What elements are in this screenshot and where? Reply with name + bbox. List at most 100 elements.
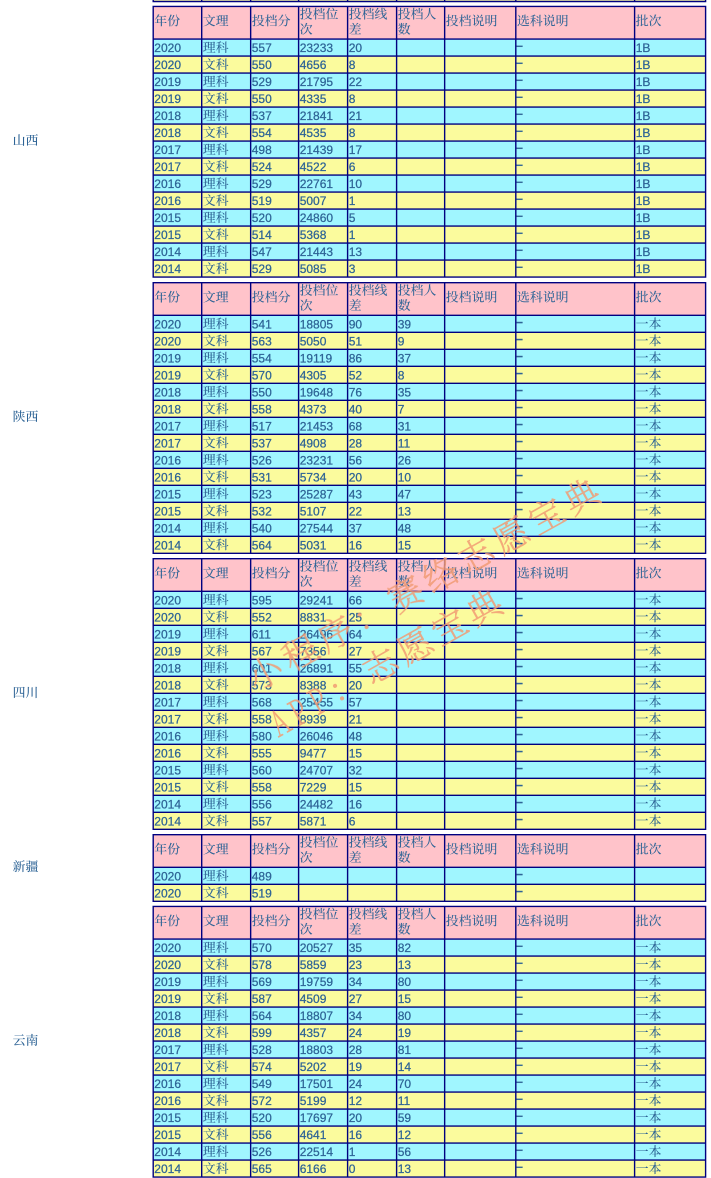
svg-text:7229: 7229 xyxy=(300,780,327,794)
svg-text:2019: 2019 xyxy=(154,975,181,989)
svg-text:1: 1 xyxy=(349,194,356,208)
svg-text:560: 560 xyxy=(252,763,272,777)
svg-text:19: 19 xyxy=(398,1026,412,1040)
svg-text:5734: 5734 xyxy=(300,470,327,484)
svg-text:24: 24 xyxy=(349,1026,363,1040)
svg-text:5050: 5050 xyxy=(300,334,327,348)
svg-text:2017: 2017 xyxy=(154,160,181,174)
svg-text:43: 43 xyxy=(349,487,363,501)
svg-text:25287: 25287 xyxy=(300,487,334,501)
svg-text:567: 567 xyxy=(252,644,272,658)
svg-text:4335: 4335 xyxy=(300,92,327,106)
svg-text:2020: 2020 xyxy=(154,958,181,972)
svg-text:2016: 2016 xyxy=(154,194,181,208)
svg-text:9: 9 xyxy=(398,334,405,348)
svg-text:66: 66 xyxy=(349,593,363,607)
svg-text:2017: 2017 xyxy=(154,695,181,709)
svg-text:80: 80 xyxy=(398,1009,412,1023)
svg-text:2016: 2016 xyxy=(154,453,181,467)
svg-text:2019: 2019 xyxy=(154,368,181,382)
svg-text:532: 532 xyxy=(252,504,272,518)
svg-text:549: 549 xyxy=(252,1077,272,1091)
svg-text:2016: 2016 xyxy=(154,470,181,484)
svg-text:8939: 8939 xyxy=(300,712,327,726)
svg-text:4908: 4908 xyxy=(300,436,327,450)
svg-text:514: 514 xyxy=(252,228,272,242)
svg-text:11: 11 xyxy=(398,436,411,450)
svg-text:523: 523 xyxy=(252,487,272,501)
svg-text:27544: 27544 xyxy=(300,521,334,535)
svg-text:8388: 8388 xyxy=(300,678,327,692)
svg-text:4305: 4305 xyxy=(300,368,327,382)
svg-text:13: 13 xyxy=(349,245,363,259)
svg-text:2015: 2015 xyxy=(154,211,181,225)
svg-text:37: 37 xyxy=(398,351,412,365)
svg-text:28: 28 xyxy=(349,1043,363,1057)
svg-text:2019: 2019 xyxy=(154,644,181,658)
svg-text:21: 21 xyxy=(349,109,363,123)
svg-text:520: 520 xyxy=(252,1111,272,1125)
svg-text:48: 48 xyxy=(349,729,363,743)
svg-text:5107: 5107 xyxy=(300,504,327,518)
svg-text:2015: 2015 xyxy=(154,1111,181,1125)
svg-text:587: 587 xyxy=(252,992,272,1006)
svg-text:15: 15 xyxy=(349,746,363,760)
svg-text:34: 34 xyxy=(349,975,363,989)
svg-text:541: 541 xyxy=(252,317,272,331)
svg-text:552: 552 xyxy=(252,610,272,624)
svg-text:25455: 25455 xyxy=(300,695,334,709)
svg-text:20: 20 xyxy=(349,1111,363,1125)
svg-text:56: 56 xyxy=(398,1145,412,1159)
svg-text:2015: 2015 xyxy=(154,487,181,501)
svg-text:23231: 23231 xyxy=(300,453,334,467)
svg-text:2019: 2019 xyxy=(154,992,181,1006)
svg-text:17501: 17501 xyxy=(300,1077,334,1091)
svg-text:90: 90 xyxy=(349,317,363,331)
svg-text:519: 519 xyxy=(252,886,272,900)
svg-text:3: 3 xyxy=(349,262,356,276)
svg-text:4522: 4522 xyxy=(300,160,327,174)
svg-text:537: 537 xyxy=(252,109,272,123)
svg-text:2020: 2020 xyxy=(154,941,181,955)
svg-text:25: 25 xyxy=(349,610,363,624)
svg-text:2017: 2017 xyxy=(154,419,181,433)
svg-text:556: 556 xyxy=(252,797,272,811)
svg-text:7: 7 xyxy=(398,402,405,416)
svg-text:1B: 1B xyxy=(636,228,651,242)
svg-text:12: 12 xyxy=(349,1094,363,1108)
svg-text:34: 34 xyxy=(349,1009,363,1023)
svg-text:21795: 21795 xyxy=(300,75,334,89)
svg-text:6166: 6166 xyxy=(300,1162,327,1176)
svg-text:550: 550 xyxy=(252,385,272,399)
svg-text:580: 580 xyxy=(252,729,272,743)
svg-text:2014: 2014 xyxy=(154,521,181,535)
svg-text:2017: 2017 xyxy=(154,1060,181,1074)
svg-text:2017: 2017 xyxy=(154,1043,181,1057)
svg-text:558: 558 xyxy=(252,712,272,726)
svg-text:39: 39 xyxy=(398,317,412,331)
svg-text:76: 76 xyxy=(349,385,363,399)
svg-text:526: 526 xyxy=(252,453,272,467)
svg-text:1B: 1B xyxy=(636,194,651,208)
svg-text:19119: 19119 xyxy=(300,351,333,365)
svg-text:2017: 2017 xyxy=(154,143,181,157)
svg-text:570: 570 xyxy=(252,368,272,382)
svg-text:17697: 17697 xyxy=(300,1111,334,1125)
svg-text:2020: 2020 xyxy=(154,58,181,72)
svg-text:18805: 18805 xyxy=(300,317,334,331)
svg-text:68: 68 xyxy=(349,419,363,433)
svg-text:24482: 24482 xyxy=(300,797,334,811)
svg-text:8: 8 xyxy=(349,126,356,140)
svg-text:2018: 2018 xyxy=(154,385,181,399)
svg-text:489: 489 xyxy=(252,869,272,883)
svg-text:8: 8 xyxy=(349,58,356,72)
svg-text:16: 16 xyxy=(349,1128,363,1142)
svg-text:2018: 2018 xyxy=(154,661,181,675)
svg-text:5: 5 xyxy=(349,211,356,225)
svg-text:2016: 2016 xyxy=(154,729,181,743)
svg-text:70: 70 xyxy=(398,1077,412,1091)
svg-text:2015: 2015 xyxy=(154,780,181,794)
svg-text:595: 595 xyxy=(252,593,272,607)
svg-text:555: 555 xyxy=(252,746,272,760)
svg-text:2014: 2014 xyxy=(154,814,181,828)
